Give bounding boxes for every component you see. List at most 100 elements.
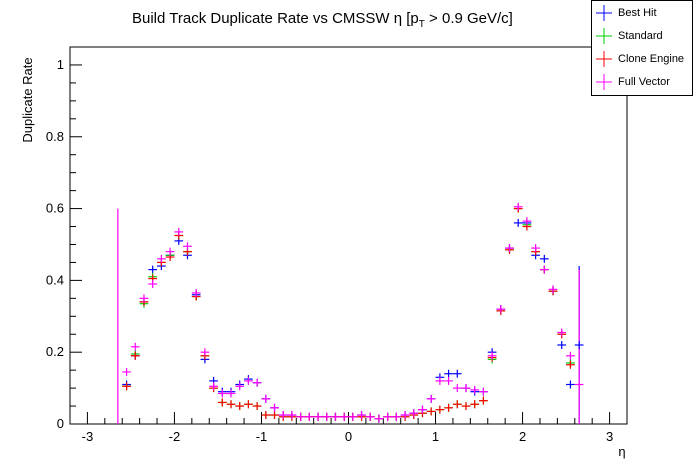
y-tick-label: 1 [57,57,64,72]
data-point [261,411,271,420]
y-tick-label: 0.8 [46,129,64,144]
data-point [217,398,227,407]
tick-labels: -3 -2 -1 0 1 2 3 0 0.2 0.4 0.6 0.8 1 [46,57,613,444]
data-point [148,279,158,288]
chart-title-main: Build Track Duplicate Rate vs CMSSW [132,10,394,27]
y-tick-label: 0.4 [46,272,64,287]
data-point [400,411,410,420]
data-point [130,342,140,351]
data-point [426,394,436,403]
data-point [287,411,297,420]
data-point [479,396,488,405]
y-tick-label: 0 [57,416,64,431]
data-point [252,402,262,411]
x-tick-label: 3 [606,429,613,444]
data-point [174,227,184,236]
data-point [191,288,201,297]
data-point [235,402,245,411]
data-point [487,351,497,360]
data-point [539,265,549,274]
data-point [122,382,131,391]
legend-label: Full Vector [618,76,670,88]
data-point [278,411,288,420]
data-point [548,285,558,294]
data-point [418,405,427,414]
y-tick-label: 0.2 [46,344,64,359]
legend-item-clone-engine: Clone Engine [592,49,692,71]
data-point [235,382,245,391]
data-point [566,351,575,360]
legend: Best Hit Standard Clone Engine Full Vect… [591,0,693,96]
data-point [217,389,227,398]
axis-ticks [69,46,628,425]
data-point [409,409,419,418]
data-point [452,400,462,409]
data-point [252,378,262,387]
x-tick-label: -3 [82,429,94,444]
data-point [496,305,506,314]
data-point [470,400,480,409]
data-point [505,244,514,253]
data-point [365,412,375,421]
series-clone-engine [122,204,575,423]
data-point [339,412,349,421]
y-axis-label: Duplicate Rate [20,57,35,142]
data-point [313,412,323,421]
data-point [444,403,453,412]
data-point [244,400,253,409]
data-point [435,405,445,414]
data-point [574,380,584,389]
data-point [165,247,175,256]
data-point [444,376,453,385]
legend-item-standard: Standard [592,26,692,48]
series-standard [122,204,575,423]
x-tick-label: -1 [256,429,268,444]
data-point [444,369,453,378]
data-point [226,400,236,409]
data-point [574,341,584,350]
chart-title: Build Track Duplicate Rate vs CMSSW η [p… [132,10,513,30]
plot-frame [69,46,628,425]
data-point [226,389,236,398]
data-point [296,412,305,421]
data-point [209,382,218,391]
legend-item-best-hit: Best Hit [592,3,692,25]
data-point [122,367,131,376]
data-point [522,217,532,226]
x-tick-label: 1 [432,429,439,444]
data-point [531,244,540,253]
data-point [322,412,332,421]
data-point [270,411,279,420]
data-point [470,385,480,394]
legend-marker-icon [596,74,612,90]
data-point [130,351,140,360]
data-point [304,412,314,421]
data-point [157,254,166,263]
chart-title-subscript: T [419,19,425,30]
data-point [539,254,549,263]
legend-label: Clone Engine [618,53,685,65]
x-tick-label: 0 [345,429,352,444]
legend-marker-icon [596,28,612,44]
data-point [183,242,192,251]
series-full-vector [122,202,584,423]
chart-title-cut: [p [402,10,419,27]
legend-label: Standard [618,30,663,42]
data-point [426,407,436,416]
data-point [357,411,366,420]
legend-marker-icon [596,51,612,67]
series-best-hit [122,218,584,423]
data-point [139,294,149,303]
legend-marker-icon [596,5,612,21]
data-point [566,360,575,369]
data-point [383,412,393,421]
data-point [566,380,575,389]
data-point [270,403,279,412]
data-point [479,387,488,396]
data-point [331,412,340,421]
data-point [513,218,523,227]
legend-label: Best Hit [618,7,657,19]
data-point [557,328,567,337]
x-axis-label: η [618,444,625,459]
data-point [148,265,158,274]
